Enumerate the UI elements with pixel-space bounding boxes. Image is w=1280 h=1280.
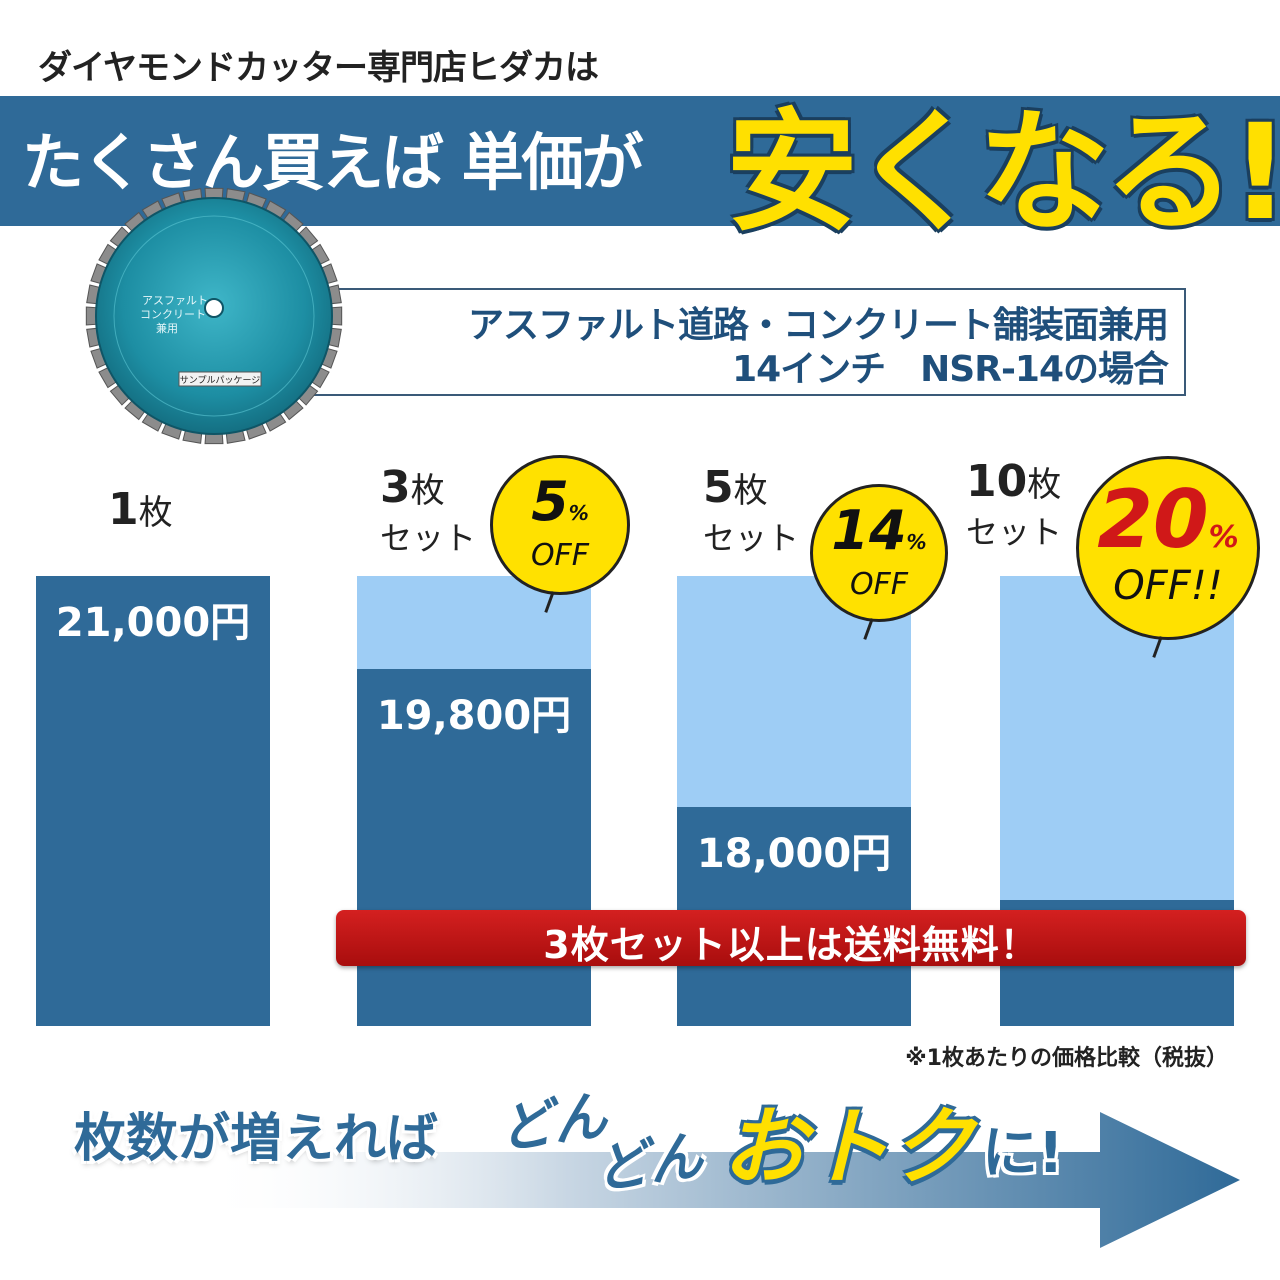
discount-off-text: OFF bbox=[530, 538, 590, 573]
svg-text:兼用: 兼用 bbox=[156, 322, 178, 335]
product-model-text: 14インチ NSR-14の場合 bbox=[732, 349, 1169, 390]
slogan-arrow bbox=[200, 1112, 1240, 1248]
svg-text:アスファルト: アスファルト bbox=[142, 294, 208, 307]
slogan-text: 枚数が増えれば bbox=[74, 1109, 439, 1169]
free-shipping-text: 3枚セット以上は送料無料！ bbox=[543, 923, 1039, 967]
discount-percent: 20% bbox=[1097, 473, 1239, 566]
discount-badge: 14% OFF bbox=[810, 484, 948, 622]
quantity-label: 3枚 セット bbox=[380, 462, 477, 557]
product-usage-text: アスファルト道路・コンクリート舗装面兼用 bbox=[467, 305, 1169, 346]
discount-off-text: OFF!! bbox=[1113, 563, 1223, 609]
discount-percent: 5% bbox=[531, 470, 589, 533]
free-shipping-banner bbox=[336, 910, 1246, 966]
quantity-label: 5枚 セット bbox=[703, 462, 800, 557]
sample-package-label: サンプルパッケージ bbox=[180, 375, 261, 386]
quantity-label: 10枚 セット bbox=[966, 456, 1063, 551]
diamond-blade-image: アスファルト コンクリート 兼用 サンプルパッケージ bbox=[85, 187, 343, 445]
headline-text: たくさん買えば 単価が bbox=[22, 126, 644, 199]
store-tagline: ダイヤモンドカッター専門店ヒダカは bbox=[38, 48, 599, 88]
slogan-otoku: おトク bbox=[722, 1098, 975, 1196]
slogan-ni: に! bbox=[982, 1121, 1064, 1186]
product-info-box bbox=[290, 288, 1186, 396]
quantity-label: 1枚 bbox=[108, 484, 173, 535]
discount-badge: 5% OFF bbox=[490, 455, 630, 595]
discount-off-text: OFF bbox=[849, 567, 909, 602]
price-label: 19,800円 bbox=[376, 692, 572, 739]
price-note: ※1枚あたりの価格比較（税抜） bbox=[905, 1046, 1228, 1071]
discount-percent: 14% bbox=[831, 499, 927, 562]
discount-badge: 20% OFF!! bbox=[1076, 456, 1260, 640]
price-bar bbox=[357, 668, 591, 1026]
svg-text:コンクリート: コンクリート bbox=[140, 308, 206, 321]
headline-accent-text: 安くなる! bbox=[726, 96, 1280, 250]
slogan-don-2: どん bbox=[590, 1123, 707, 1202]
price-bar bbox=[36, 576, 270, 1026]
price-label: 18,000円 bbox=[696, 831, 892, 878]
price-label: 21,000円 bbox=[55, 600, 251, 646]
